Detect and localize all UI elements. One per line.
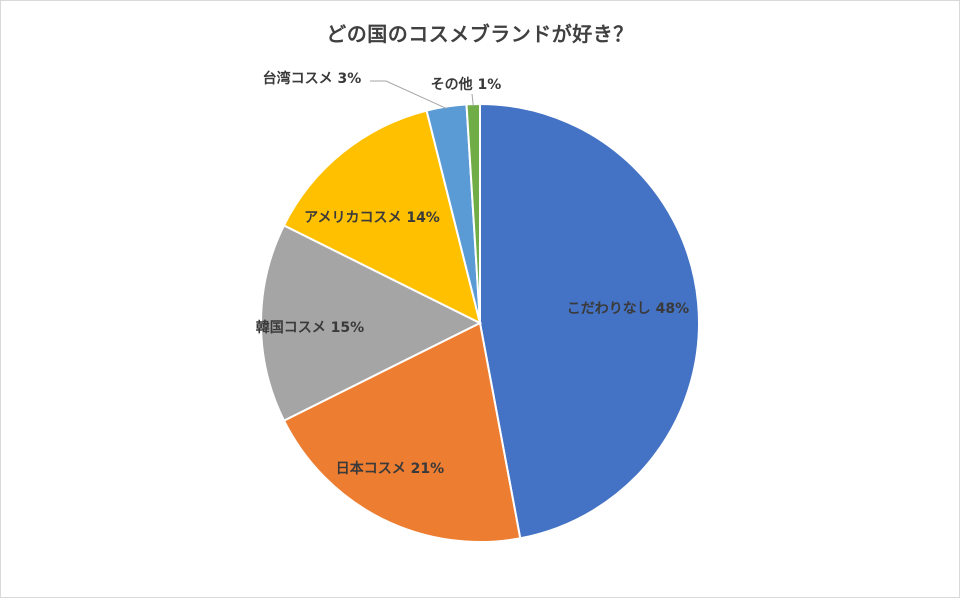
leader-line-6 [471, 93, 474, 107]
chart-title: どの国のコスメブランドが好き？ [326, 22, 634, 46]
slice-label-2: 日本コスメ 21% [336, 460, 444, 477]
slice-label-3: 韓国コスメ 15% [256, 319, 364, 336]
leader-lines [370, 80, 474, 110]
pie-slice-3 [260, 224, 483, 422]
slice-label-6: その他 1% [431, 76, 502, 93]
slice-label-4: アメリカコスメ 14% [304, 210, 440, 226]
pie-slice-2 [282, 321, 522, 543]
pie-slice-1 [479, 102, 700, 540]
leader-line-5 [370, 80, 447, 110]
slice-label-5: 台湾コスメ 3% [263, 70, 362, 87]
slice-labels: こだわりなし 48% 日本コスメ 21% 韓国コスメ 15% アメリカコスメ 14% 台… [256, 70, 689, 477]
pie-slice-4 [282, 109, 482, 325]
slice-label-1: こだわりなし 48% [567, 301, 689, 317]
pie-slices [260, 102, 700, 543]
